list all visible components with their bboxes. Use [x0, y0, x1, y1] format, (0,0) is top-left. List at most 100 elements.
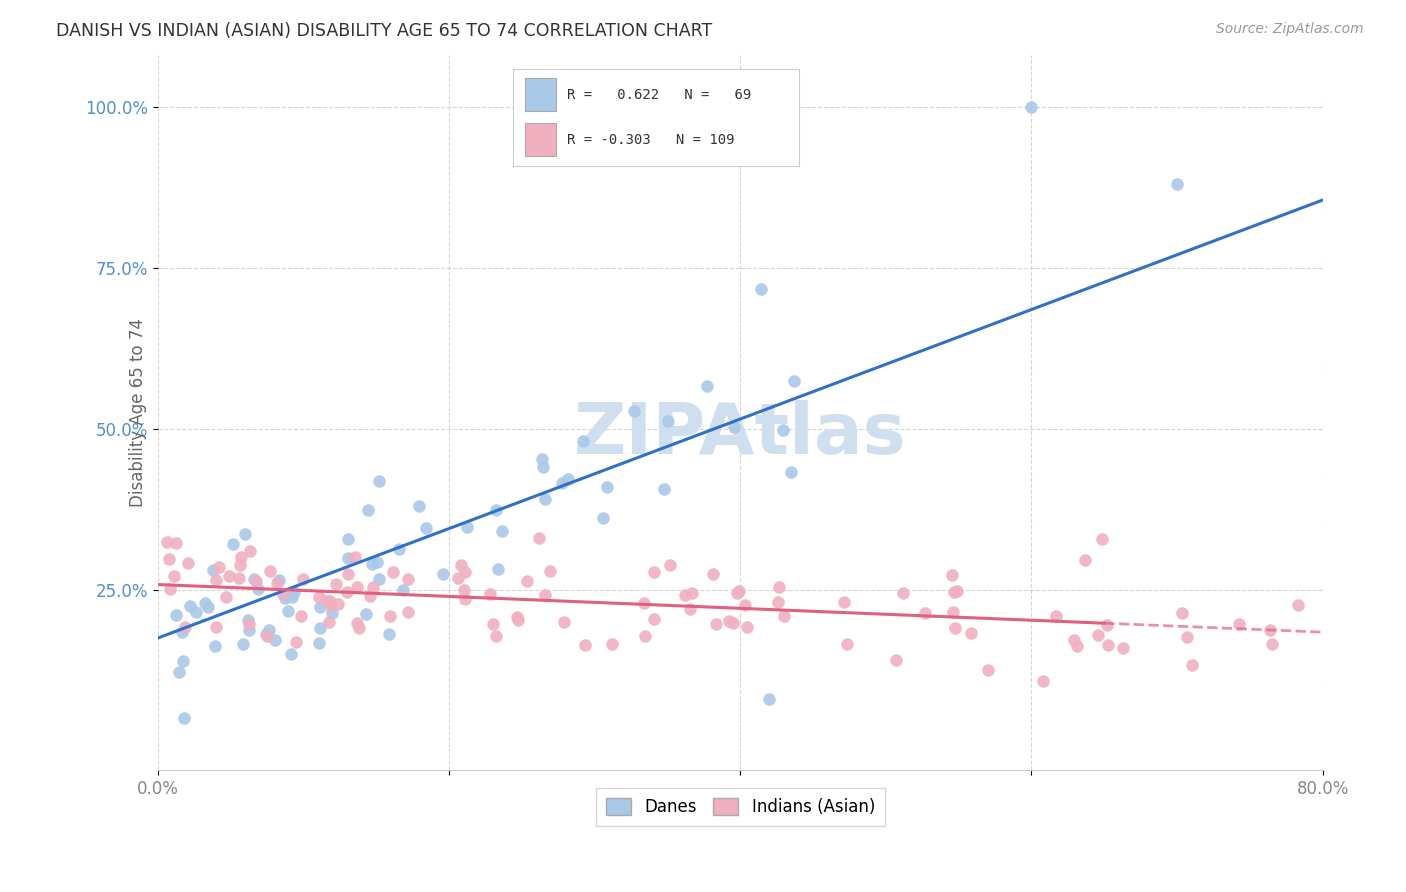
Point [159, 582, 181, 597]
Point [533, 491, 555, 506]
Point [256, 629, 278, 643]
Point [592, 510, 614, 524]
Point [254, 627, 277, 641]
Point [202, 563, 225, 577]
Point [942, 606, 965, 620]
Point [346, 615, 368, 630]
Point [274, 591, 297, 605]
Point [172, 654, 194, 668]
Point [783, 374, 806, 388]
Point [600, 637, 623, 651]
Point [267, 573, 290, 587]
Point [1171, 606, 1194, 620]
Point [277, 604, 299, 618]
Point [238, 624, 260, 638]
Point [368, 572, 391, 586]
Point [1111, 641, 1133, 656]
Point [960, 625, 983, 640]
Point [359, 589, 381, 603]
Point [337, 551, 360, 566]
Point [316, 593, 339, 607]
Point [280, 647, 302, 661]
Point [450, 558, 472, 572]
Point [239, 544, 262, 558]
Point [723, 419, 745, 434]
Point [482, 617, 505, 632]
Point [238, 616, 260, 631]
Point [553, 615, 575, 629]
Point [696, 379, 718, 393]
Point [378, 627, 401, 641]
Point [184, 605, 207, 619]
Point [486, 562, 509, 576]
Point [271, 587, 294, 601]
Point [165, 535, 187, 549]
Point [643, 612, 665, 626]
Point [1095, 617, 1118, 632]
Point [1286, 599, 1309, 613]
Point [530, 451, 553, 466]
Point [538, 565, 561, 579]
Point [309, 621, 332, 635]
Point [283, 584, 305, 599]
Point [1166, 177, 1188, 191]
Point [531, 460, 554, 475]
Point [163, 569, 186, 583]
Point [728, 583, 751, 598]
Point [165, 607, 187, 622]
Point [159, 551, 181, 566]
Point [1258, 623, 1281, 637]
Point [232, 637, 254, 651]
Point [758, 692, 780, 706]
Point [309, 600, 332, 615]
Point [678, 602, 700, 616]
Point [634, 629, 657, 643]
Point [1087, 628, 1109, 642]
Point [218, 568, 240, 582]
Point [381, 565, 404, 579]
Point [319, 594, 342, 608]
Point [1091, 532, 1114, 546]
Point [721, 615, 744, 630]
Point [479, 587, 502, 601]
Point [1021, 100, 1043, 114]
Point [623, 403, 645, 417]
Point [214, 590, 236, 604]
Point [1227, 616, 1250, 631]
Point [945, 583, 967, 598]
Point [574, 638, 596, 652]
Point [284, 634, 307, 648]
Point [551, 476, 574, 491]
Point [657, 414, 679, 428]
Point [718, 615, 741, 629]
Point [1261, 636, 1284, 650]
Point [506, 610, 529, 624]
Point [1097, 638, 1119, 652]
Point [571, 434, 593, 448]
Point [633, 596, 655, 610]
Point [941, 567, 963, 582]
Point [229, 549, 252, 564]
Point [325, 577, 347, 591]
Point [485, 503, 508, 517]
Point [506, 614, 529, 628]
Point [408, 499, 430, 513]
Point [943, 621, 966, 635]
Point [233, 527, 256, 541]
Point [772, 423, 794, 437]
Point [1175, 630, 1198, 644]
Point [290, 609, 312, 624]
Point [447, 571, 470, 585]
Text: Source: ZipAtlas.com: Source: ZipAtlas.com [1216, 22, 1364, 37]
Point [170, 625, 193, 640]
Point [652, 483, 675, 497]
Point [977, 663, 1000, 677]
Y-axis label: Disability Age 65 to 74: Disability Age 65 to 74 [129, 318, 146, 507]
Point [366, 555, 388, 569]
Point [281, 590, 304, 604]
Point [238, 614, 260, 628]
Point [432, 567, 454, 582]
Point [914, 606, 936, 620]
Point [527, 531, 550, 545]
Point [319, 598, 342, 612]
